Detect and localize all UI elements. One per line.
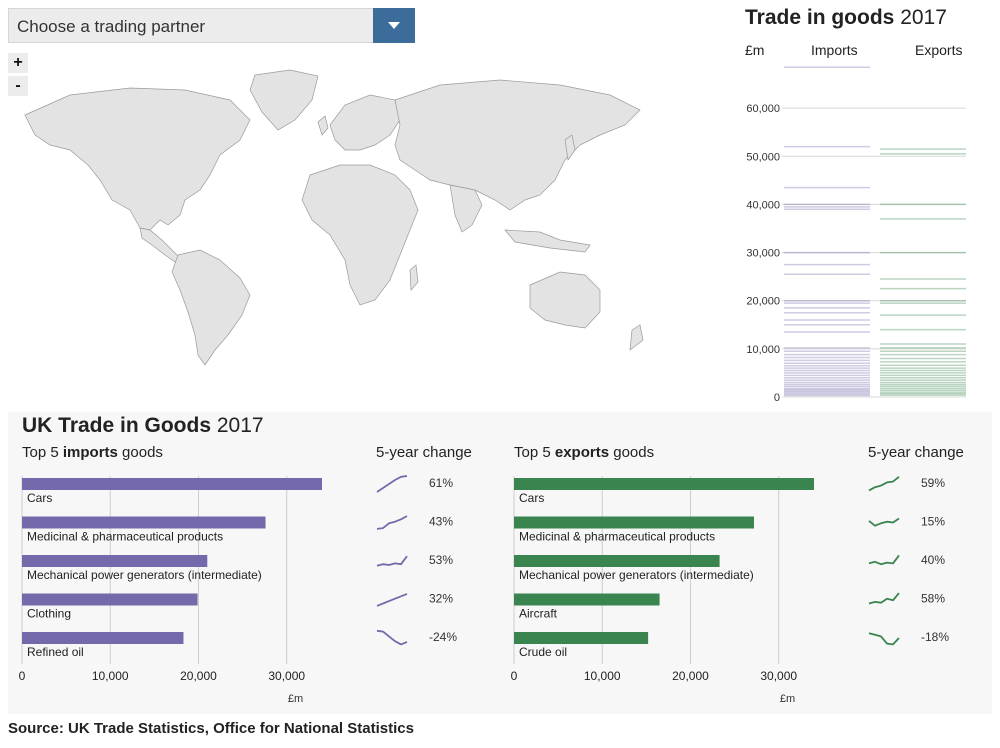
bar[interactable] [514, 516, 754, 529]
zoom-in-button[interactable]: + [8, 53, 28, 73]
sparkline [868, 476, 900, 492]
imports-bar-chart[interactable]: 0 10,000 20,000 30,000 £m Cars 61% Medicinal & … [8, 468, 478, 713]
bar-label: Refined oil [27, 645, 84, 659]
y-tick-label: 60,000 [746, 103, 780, 115]
plus-icon: + [13, 54, 23, 71]
trading-partner-select-label: Choose a trading partner [17, 17, 206, 36]
map-india[interactable] [449, 184, 483, 233]
bar[interactable] [514, 555, 720, 567]
minus-icon: - [15, 77, 21, 94]
bar[interactable] [22, 632, 184, 644]
change-label: 58% [921, 592, 945, 606]
change-label: 32% [429, 592, 453, 606]
bar[interactable] [22, 516, 266, 529]
sparkline [376, 629, 408, 646]
sparkline [376, 593, 408, 607]
exports-bar-chart[interactable]: 0 10,000 20,000 30,000 £m Cars 59% Medicinal & … [500, 468, 980, 713]
x-tick-label: 10,000 [92, 669, 129, 683]
sparkline [376, 555, 408, 567]
trading-partner-select[interactable]: Choose a trading partner [8, 8, 415, 43]
sparkline [868, 554, 900, 566]
map-japan[interactable] [564, 134, 576, 161]
sparkline [376, 515, 408, 530]
change-label: 40% [921, 553, 945, 567]
zoom-out-button[interactable]: - [8, 76, 28, 96]
x-tick-label: 30,000 [760, 669, 797, 683]
y-tick-label: 40,000 [746, 199, 780, 211]
bar-label: Cars [27, 491, 52, 505]
x-tick-label: 20,000 [180, 669, 217, 683]
bar-label: Medicinal & pharmaceutical products [519, 530, 715, 544]
sparkline [868, 592, 900, 605]
bar[interactable] [514, 478, 814, 490]
map-indonesia[interactable] [504, 229, 591, 253]
bar[interactable] [22, 478, 322, 490]
bar[interactable] [22, 593, 198, 606]
x-axis-label: £m [288, 693, 303, 705]
y-tick-label: 50,000 [746, 151, 780, 163]
map-asia[interactable] [394, 79, 641, 211]
exports-column-label: Exports [915, 42, 963, 58]
bar-label: Mechanical power generators (intermediat… [519, 568, 754, 582]
summary-title: UK Trade in Goods 2017 [22, 414, 264, 437]
y-tick-label: 10,000 [746, 344, 780, 356]
unit-label: £m [745, 42, 765, 58]
sparkline [868, 517, 900, 527]
bar[interactable] [22, 555, 208, 567]
map-north-america[interactable] [24, 87, 251, 231]
y-tick-label: 0 [774, 392, 780, 404]
exports-change-heading: 5-year change [868, 444, 964, 461]
imports-heading: Top 5 imports goods [22, 444, 163, 461]
bar-label: Aircraft [519, 607, 558, 621]
imports-column-label: Imports [811, 42, 858, 58]
map-africa[interactable] [301, 164, 419, 306]
bar-label: Clothing [27, 607, 71, 621]
bar[interactable] [514, 632, 649, 644]
bar-label: Medicinal & pharmaceutical products [27, 530, 223, 544]
source-note: Source: UK Trade Statistics, Office for … [8, 720, 414, 737]
y-tick-label: 20,000 [746, 296, 780, 308]
y-tick-label: 30,000 [746, 248, 780, 260]
map-south-america[interactable] [171, 249, 251, 366]
x-tick-label: 0 [511, 669, 518, 683]
x-tick-label: 20,000 [672, 669, 709, 683]
change-label: 61% [429, 476, 453, 490]
bar-label: Crude oil [519, 645, 567, 659]
map-new-zealand[interactable] [629, 324, 644, 351]
x-axis-label: £m [780, 693, 795, 705]
x-tick-label: 30,000 [268, 669, 305, 683]
x-tick-label: 10,000 [584, 669, 621, 683]
change-label: 43% [429, 515, 453, 529]
change-label: -18% [921, 630, 949, 644]
bar-label: Cars [519, 491, 544, 505]
map-australia[interactable] [529, 271, 601, 329]
imports-change-heading: 5-year change [376, 444, 472, 461]
world-map[interactable] [0, 50, 700, 370]
trade-strip-chart[interactable]: 0 10,000 20,000 30,000 40,000 50,000 60,000 [730, 60, 975, 405]
sparkline [868, 632, 900, 646]
exports-heading: Top 5 exports goods [514, 444, 655, 461]
bar-label: Mechanical power generators (intermediat… [27, 568, 262, 582]
bar[interactable] [514, 593, 660, 606]
map-uk[interactable] [317, 115, 329, 136]
chevron-down-icon[interactable] [373, 8, 415, 43]
change-label: 59% [921, 476, 945, 490]
map-madagascar[interactable] [409, 264, 419, 291]
x-tick-label: 0 [19, 669, 26, 683]
change-label: 15% [921, 515, 945, 529]
trade-chart-title: Trade in goods 2017 [745, 6, 947, 29]
map-europe[interactable] [329, 94, 401, 151]
map-greenland[interactable] [249, 69, 319, 131]
sparkline [376, 475, 408, 493]
change-label: -24% [429, 630, 457, 644]
map-central-america[interactable] [139, 227, 181, 263]
change-label: 53% [429, 553, 453, 567]
